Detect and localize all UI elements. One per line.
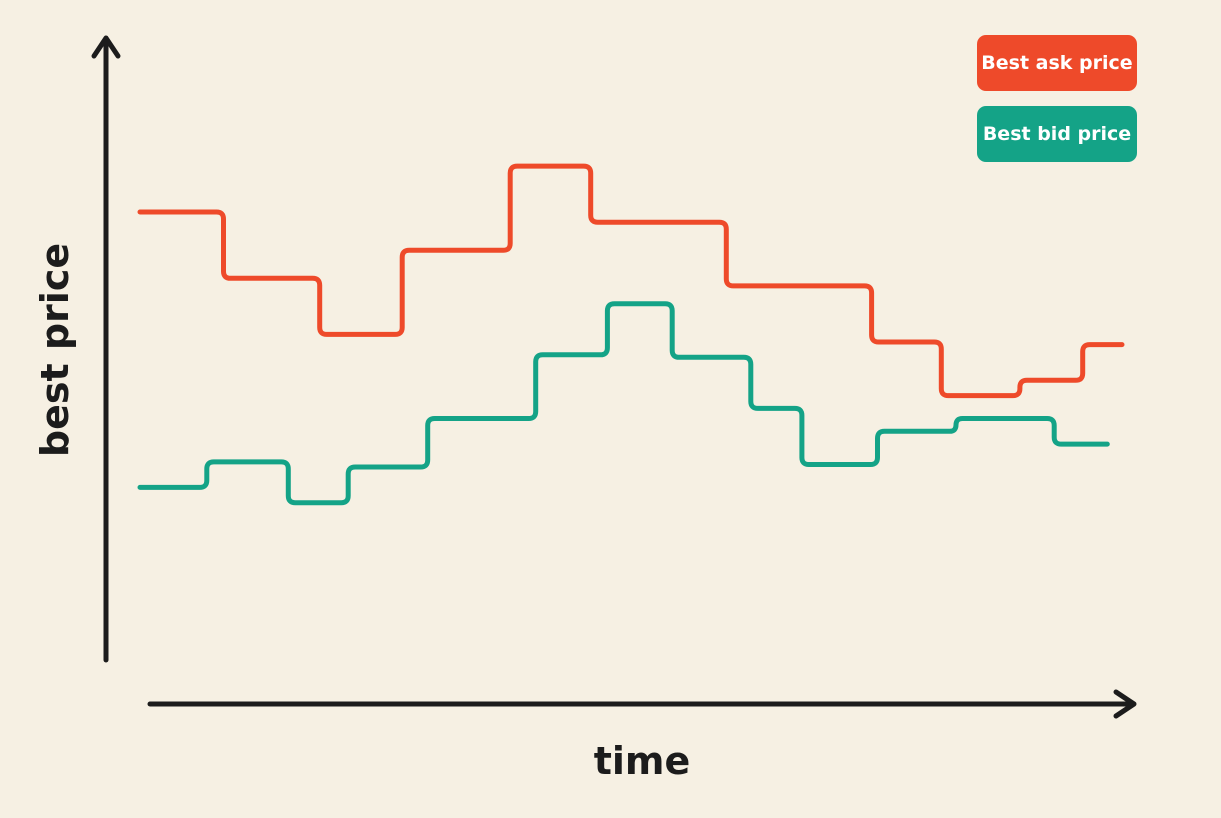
y-axis-label: best price bbox=[33, 243, 77, 457]
series-line-best-bid-price bbox=[137, 301, 1110, 506]
y-axis-arrow-icon bbox=[91, 35, 121, 59]
legend-item-best-ask-price: Best ask price bbox=[977, 35, 1137, 91]
series-layer bbox=[137, 163, 1125, 506]
x-axis-label: time bbox=[594, 739, 691, 783]
legend-item-best-bid-price: Best bid price bbox=[977, 106, 1137, 162]
series-line-best-ask-price bbox=[137, 163, 1125, 399]
x-axis-arrow-icon bbox=[1113, 689, 1137, 719]
